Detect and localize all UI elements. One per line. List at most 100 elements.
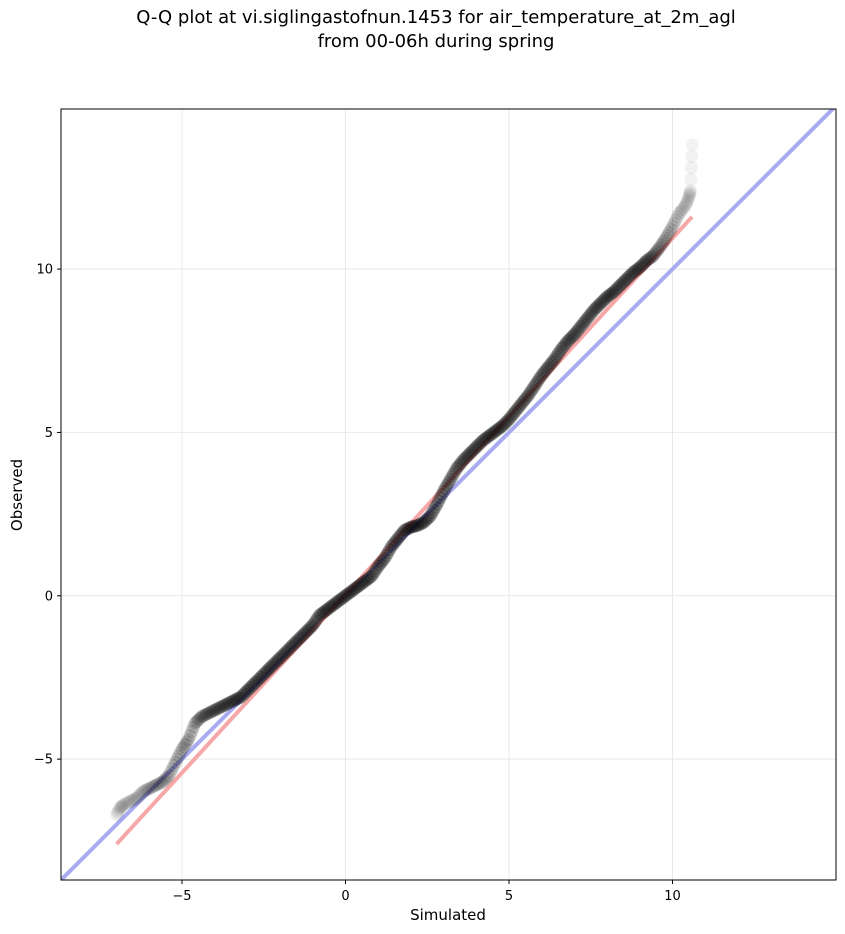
quantile-point <box>579 313 593 327</box>
quantile-point <box>535 368 549 382</box>
quantile-point <box>592 298 606 312</box>
quantile-point <box>253 670 267 684</box>
quantile-point <box>283 641 297 655</box>
quantile-point <box>504 410 518 424</box>
quantile-point <box>456 453 470 467</box>
quantile-point <box>507 406 521 420</box>
quantile-point <box>237 687 251 701</box>
quantile-point <box>301 623 315 637</box>
quantile-point <box>162 768 176 782</box>
quantile-point <box>165 762 179 776</box>
quantile-point <box>286 638 300 652</box>
quantile-point <box>388 536 402 550</box>
quantile-point <box>631 262 645 276</box>
quantile-point <box>527 381 541 395</box>
quantile-point <box>474 435 488 449</box>
quantile-point <box>157 773 171 787</box>
quantile-point <box>643 251 657 265</box>
quantile-point <box>567 327 581 341</box>
quantile-point <box>412 518 426 532</box>
quantile-point <box>119 796 133 810</box>
quantile-point <box>317 605 331 619</box>
quantile-point <box>466 443 480 457</box>
quantile-point <box>487 425 501 439</box>
quantile-point <box>164 765 178 779</box>
quantile-point <box>548 352 562 366</box>
quantile-point <box>626 265 640 279</box>
quantile-point <box>226 694 240 708</box>
quantile-point <box>409 519 423 533</box>
quantile-point <box>252 672 266 686</box>
quantile-point <box>389 534 403 548</box>
quantile-point <box>415 516 429 530</box>
quantile-point <box>188 716 202 730</box>
quantile-point <box>464 445 478 459</box>
quantile-point <box>500 414 514 428</box>
quantile-point <box>453 457 467 471</box>
quantile-point <box>307 616 321 630</box>
quantile-point <box>147 779 161 793</box>
quantile-point <box>114 800 128 814</box>
quantile-point <box>616 275 630 289</box>
quantile-point <box>587 303 601 317</box>
quantile-point <box>123 795 137 809</box>
quantile-point <box>605 286 619 300</box>
quantile-point <box>141 782 155 796</box>
quantile-point <box>667 216 681 230</box>
quantile-point <box>419 514 433 528</box>
quantile-point <box>580 311 594 325</box>
quantile-point <box>541 360 555 374</box>
quantile-point <box>270 654 284 668</box>
quantile-point <box>641 253 655 267</box>
quantile-point <box>518 392 532 406</box>
quantile-point <box>116 798 130 812</box>
quantile-point <box>355 577 369 591</box>
quantile-point <box>299 625 313 639</box>
quantile-point <box>509 404 523 418</box>
quantile-point <box>571 323 585 337</box>
quantile-point <box>445 470 459 484</box>
quantile-point <box>312 608 326 622</box>
quantile-point <box>118 797 132 811</box>
quantile-point <box>455 455 469 469</box>
quantile-point <box>566 329 580 343</box>
quantile-point <box>152 777 166 791</box>
quantile-point <box>139 783 153 797</box>
quantile-point <box>482 429 496 443</box>
quantile-point <box>585 305 599 319</box>
quantile-point <box>481 430 495 444</box>
quantile-point <box>304 620 318 634</box>
quantile-point <box>352 579 366 593</box>
quantile-point <box>332 594 346 608</box>
quantile-point <box>402 521 416 535</box>
quantile-point <box>309 613 323 627</box>
chart-subtitle: from 00-06h during spring <box>317 31 555 52</box>
quantile-point <box>394 528 408 542</box>
quantile-point <box>406 520 420 534</box>
quantile-point <box>623 269 637 283</box>
quantile-point <box>219 697 233 711</box>
quantile-point <box>590 300 604 314</box>
quantile-point <box>185 724 199 738</box>
quantile-point <box>469 440 483 454</box>
quantile-point <box>458 452 472 466</box>
quantile-point <box>512 400 526 414</box>
quantile-point <box>121 795 135 809</box>
quantile-point <box>525 383 539 397</box>
quantile-point <box>682 189 696 203</box>
quantile-point <box>582 309 596 323</box>
quantile-point <box>196 709 210 723</box>
quantile-point <box>576 317 590 331</box>
quantile-point <box>446 467 460 481</box>
quantile-point <box>363 570 377 584</box>
plot-frame <box>60 108 837 881</box>
quantile-point <box>249 675 263 689</box>
quantile-point <box>628 264 642 278</box>
quantile-point <box>298 626 312 640</box>
quantile-point <box>208 703 222 717</box>
quantile-point <box>505 408 519 422</box>
quantile-point <box>239 685 253 699</box>
quantile-point <box>683 185 697 199</box>
quantile-point <box>265 659 279 673</box>
chart-title-line-1: Q-Q plot at vi.siglingastofnun.1453 for … <box>136 7 736 28</box>
